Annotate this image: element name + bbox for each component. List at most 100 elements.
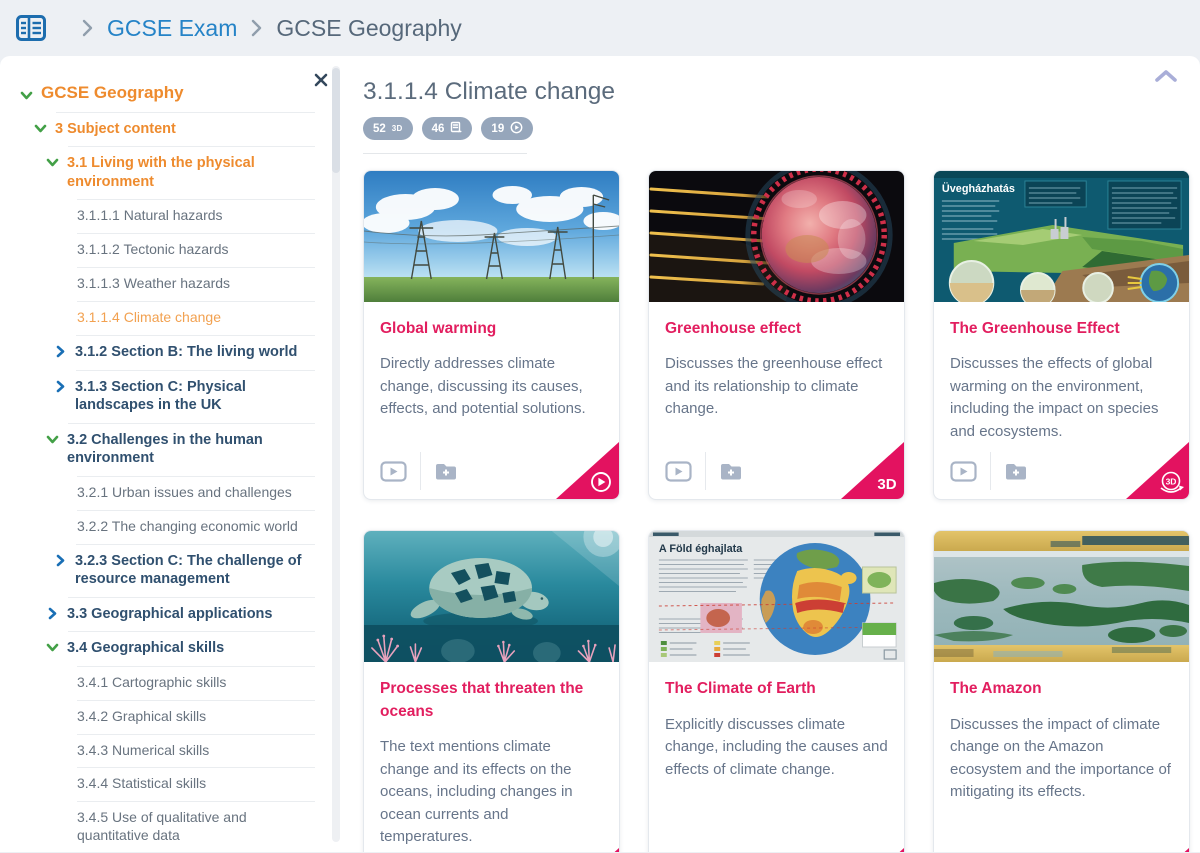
card-body: Processes that threaten the oceans The t…	[364, 662, 619, 848]
chevron-down-icon[interactable]	[34, 122, 47, 135]
chevron-down-icon[interactable]	[46, 156, 59, 169]
tree-item-label: 3.1.1.2 Tectonic hazards	[77, 241, 229, 258]
chevron-down-icon[interactable]	[46, 641, 59, 654]
atlas-title: A Föld éghajlata	[659, 543, 743, 555]
breadcrumb-item-gcse-exam[interactable]: GCSE Exam	[107, 14, 238, 41]
card-global-warming[interactable]: Global warming Directly addresses climat…	[363, 170, 620, 501]
chevron-right-icon[interactable]	[54, 554, 67, 567]
video-icon[interactable]	[950, 461, 977, 482]
resource-count-badges: 52 3D 46 19	[363, 117, 1170, 140]
3d-label: 3D	[877, 476, 896, 493]
tree-item-3-2-3[interactable]: 3.2.3 Section C: The challenge of resour…	[0, 543, 345, 597]
tree-item-3-1[interactable]: 3.1 Living with the physical environment	[0, 146, 345, 199]
card-thumbnail-greenhouse-infographic: Üvegházhatás	[934, 171, 1189, 302]
chevron-right-icon[interactable]	[46, 607, 59, 620]
3d-rotate-icon: 3D	[1160, 472, 1184, 494]
svg-text:3D: 3D	[1166, 477, 1177, 487]
card-title: The Amazon	[950, 680, 1042, 698]
badge-book-count: 46	[421, 117, 473, 140]
tree-item-label: 3.4.4 Statistical skills	[77, 775, 207, 792]
card-title: The Climate of Earth	[665, 680, 816, 698]
breadcrumb-chevron-icon	[82, 19, 93, 37]
tree-item-label: 3.2.1 Urban issues and challenges	[77, 483, 292, 500]
tree-item-3-1-1-4-selected[interactable]: 3.1.1.4 Climate change	[0, 301, 345, 335]
card-thumbnail-amazon-aerial	[934, 531, 1189, 663]
book-icon	[450, 121, 462, 136]
library-icon[interactable]	[16, 15, 46, 41]
chevron-down-icon[interactable]	[46, 433, 59, 446]
tree-item-3-4-1[interactable]: 3.4.1 Cartographic skills	[0, 665, 345, 700]
tree-item-3-4-2[interactable]: 3.4.2 Graphical skills	[0, 699, 345, 734]
badge-count: 52	[373, 122, 386, 135]
divider	[363, 153, 527, 154]
tree-item-label: 3 Subject content	[55, 120, 176, 137]
tree-item-3-1-3[interactable]: 3.1.3 Section C: Physical landscapes in …	[0, 369, 345, 423]
video-icon[interactable]	[380, 461, 407, 482]
card-climate-of-earth[interactable]: A Föld éghajlata	[648, 530, 905, 852]
tree-item-3-4-3[interactable]: 3.4.3 Numerical skills	[0, 733, 345, 768]
tree-item-label: GCSE Geography	[41, 83, 184, 102]
card-thumbnail-pylons-field	[364, 171, 619, 302]
course-tree: GCSE Geography 3 Subject content 3.1 Liv…	[0, 66, 345, 853]
tree-item-3-1-1-3[interactable]: 3.1.1.3 Weather hazards	[0, 267, 345, 301]
card-the-amazon[interactable]: The Amazon Discusses the impact of clima…	[933, 530, 1190, 852]
sidebar-scrollbar-thumb[interactable]	[332, 68, 340, 173]
card-footer	[649, 443, 904, 499]
tree-item-label: 3.1.1.4 Climate change	[77, 309, 221, 326]
chevron-right-icon[interactable]	[54, 380, 67, 393]
video-icon[interactable]	[665, 461, 692, 482]
tree-item-3-4[interactable]: 3.4 Geographical skills	[0, 631, 345, 666]
media-type-corner-badge: 3D	[841, 442, 904, 500]
tree-item-subject-content[interactable]: 3 Subject content	[0, 111, 345, 147]
card-description: Directly addresses climate change, discu…	[380, 355, 586, 418]
tree-item-3-1-1-1[interactable]: 3.1.1.1 Natural hazards	[0, 199, 345, 233]
breadcrumb-chevron-icon	[251, 19, 262, 37]
tree-item-3-2-1[interactable]: 3.2.1 Urban issues and challenges	[0, 475, 345, 510]
tree-item-label: 3.2.3 Section C: The challenge of resour…	[75, 552, 302, 588]
card-footer	[364, 443, 619, 499]
tree-item-3-1-2[interactable]: 3.1.2 Section B: The living world	[0, 335, 345, 370]
breadcrumb-item-current: GCSE Geography	[276, 14, 462, 41]
card-body: The Climate of Earth Explicitly discusse…	[649, 662, 904, 848]
card-description: Discusses the effects of global warming …	[950, 355, 1159, 440]
card-description: Explicitly discusses climate change, inc…	[665, 715, 888, 778]
card-body: Greenhouse effect Discusses the greenhou…	[649, 302, 904, 443]
card-footer	[934, 443, 1189, 499]
card-oceans[interactable]: Processes that threaten the oceans The t…	[363, 530, 620, 852]
media-type-corner-badge: 3D	[1126, 442, 1189, 500]
tree-item-3-4-4[interactable]: 3.4.4 Statistical skills	[0, 767, 345, 801]
tree-item-3-3[interactable]: 3.3 Geographical applications	[0, 596, 345, 632]
tree-item-3-2-2[interactable]: 3.2.2 The changing economic world	[0, 509, 345, 544]
tree-item-gcse-geography[interactable]: GCSE Geography	[0, 74, 345, 112]
badge-video-count: 19	[481, 117, 534, 140]
card-description: The text mentions climate change and its…	[380, 738, 573, 846]
play-icon	[510, 121, 523, 137]
media-type-corner-badge: 3D	[841, 847, 904, 852]
sidebar-scrollbar[interactable]	[332, 66, 340, 842]
card-description: Discusses the greenhouse effect and its …	[665, 355, 883, 418]
folder-add-icon[interactable]	[1004, 462, 1028, 481]
close-icon[interactable]	[313, 72, 329, 88]
tree-item-label: 3.4 Geographical skills	[67, 640, 225, 657]
folder-add-icon[interactable]	[434, 462, 458, 481]
folder-add-icon[interactable]	[719, 462, 743, 481]
tree-item-label: 3.2 Challenges in the human environment	[67, 431, 263, 467]
media-type-corner-badge	[556, 442, 619, 500]
tree-item-label: 3.4.2 Graphical skills	[77, 707, 207, 724]
badge-count: 19	[491, 122, 505, 135]
chevron-up-icon[interactable]	[1154, 68, 1178, 86]
tree-item-3-2[interactable]: 3.2 Challenges in the human environment	[0, 422, 345, 476]
chevron-right-icon[interactable]	[54, 345, 67, 358]
divider	[990, 452, 991, 491]
card-title: The Greenhouse Effect	[950, 320, 1120, 337]
card-the-greenhouse-effect[interactable]: Üvegházhatás	[933, 170, 1190, 501]
divider	[420, 452, 421, 491]
tree-item-3-4-5[interactable]: 3.4.5 Use of qualitative and quantitativ…	[0, 801, 345, 853]
tree-item-label: 3.1.2 Section B: The living world	[75, 344, 298, 361]
chevron-down-icon[interactable]	[20, 86, 33, 100]
card-greenhouse-effect[interactable]: Greenhouse effect Discusses the greenhou…	[648, 170, 905, 501]
tree-item-3-1-1-2[interactable]: 3.1.1.2 Tectonic hazards	[0, 233, 345, 267]
badge-3d-count: 52 3D	[363, 117, 413, 140]
divider	[705, 452, 706, 491]
media-type-corner-badge	[1126, 847, 1189, 852]
